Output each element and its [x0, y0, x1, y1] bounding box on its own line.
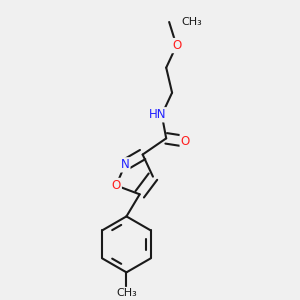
Text: CH₃: CH₃ [181, 17, 202, 27]
Text: N: N [121, 158, 129, 171]
Text: O: O [172, 39, 181, 52]
Text: O: O [181, 135, 190, 148]
Text: HN: HN [148, 108, 166, 121]
Text: O: O [112, 179, 121, 192]
Text: CH₃: CH₃ [116, 288, 137, 298]
